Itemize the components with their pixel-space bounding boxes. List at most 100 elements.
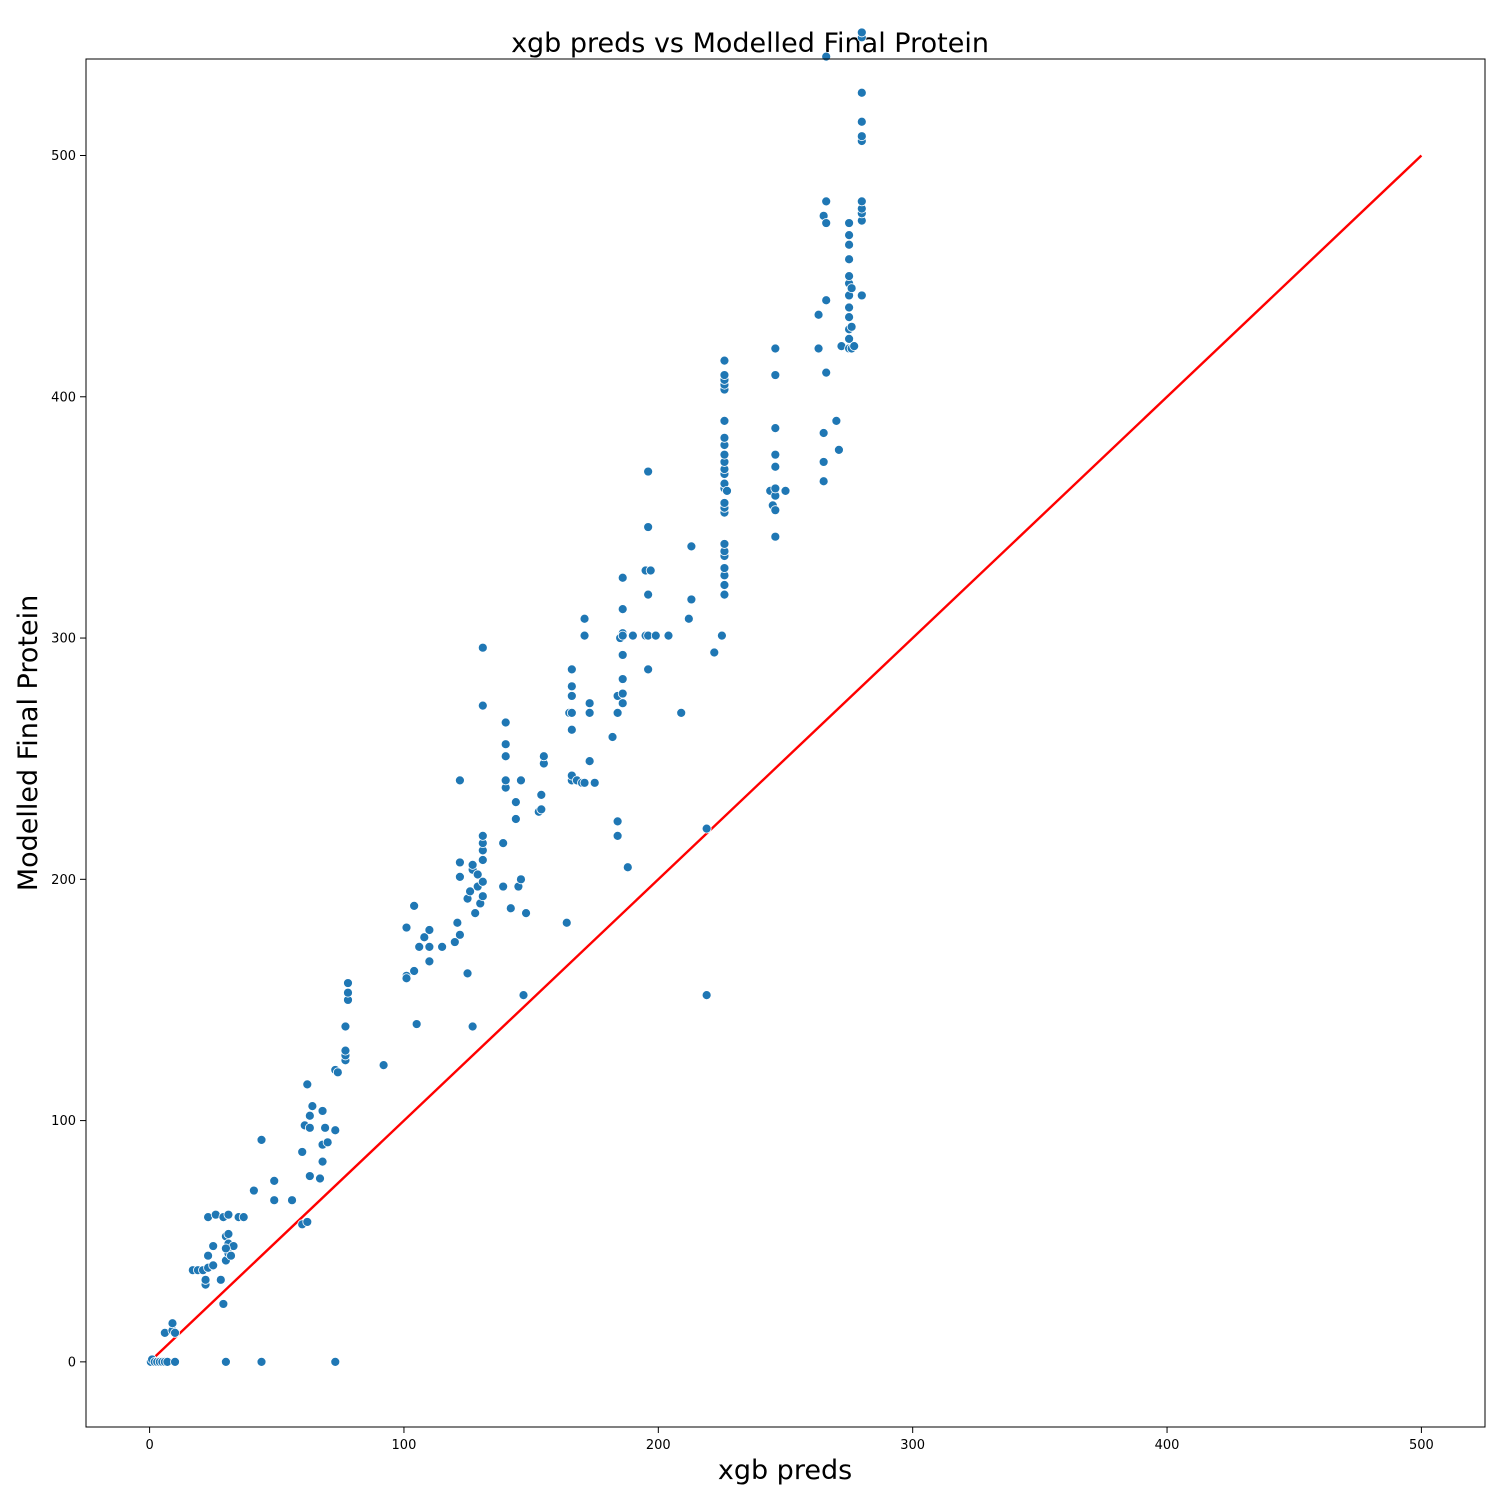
points-layer	[145, 27, 867, 1367]
scatter-point	[200, 1274, 211, 1285]
scatter-point	[846, 283, 857, 294]
scatter-point	[208, 1260, 219, 1271]
scatter-point	[477, 855, 488, 865]
scatter-point	[719, 539, 730, 549]
y-axis-label: Modelled Final Protein	[13, 595, 44, 891]
scatter-point	[322, 1137, 333, 1148]
scatter-point	[818, 476, 829, 487]
scatter-point	[719, 432, 730, 443]
x-tick-label: 300	[900, 1438, 925, 1453]
scatter-point	[505, 903, 516, 914]
scatter-point	[536, 789, 547, 800]
x-tick-label: 200	[646, 1438, 671, 1453]
scatter-point	[612, 816, 623, 827]
scatter-point	[643, 664, 654, 675]
scatter-point	[683, 613, 694, 624]
plot-frame	[85, 58, 1486, 1428]
scatter-point	[818, 428, 829, 438]
scatter-point	[770, 449, 781, 460]
scatter-point	[455, 929, 465, 940]
scatter-point	[612, 707, 623, 718]
scatter-point	[643, 522, 654, 532]
chart-title: xgb preds vs Modelled Final Protein	[511, 28, 989, 59]
scatter-point	[518, 990, 529, 1001]
scatter-point	[437, 941, 448, 952]
scatter-point	[409, 966, 420, 976]
scatter-point	[856, 87, 867, 98]
scatter-point	[719, 589, 730, 600]
scatter-point	[411, 1019, 422, 1029]
scatter-point	[256, 1134, 267, 1145]
y-tick-label: 0	[68, 1355, 76, 1370]
scatter-point	[650, 630, 661, 641]
scatter-point	[701, 823, 712, 834]
scatter-point	[770, 423, 781, 434]
scatter-point	[223, 1209, 234, 1220]
scatter-point	[340, 1021, 351, 1032]
scatter-point	[455, 775, 465, 786]
x-tick-label: 0	[145, 1438, 153, 1453]
x-tick-label: 100	[392, 1438, 417, 1453]
scatter-point	[307, 1101, 318, 1112]
y-tick-label: 300	[51, 632, 76, 647]
scatter-point	[320, 1122, 331, 1133]
scatter-point	[340, 1045, 351, 1056]
scatter-point	[510, 814, 521, 824]
scatter-point	[844, 302, 854, 313]
scatter-point	[834, 444, 844, 455]
scatter-point	[821, 295, 832, 306]
scatter-point	[719, 498, 730, 508]
scatter-point	[304, 1110, 315, 1121]
scatter-point	[302, 1217, 313, 1227]
scatter-point	[414, 941, 425, 952]
scatter-point	[343, 987, 353, 998]
scatter-point	[238, 1212, 249, 1222]
scatter-point	[378, 1060, 389, 1070]
scatter-point	[663, 630, 674, 641]
scatter-point	[170, 1356, 180, 1367]
scatter-point	[498, 838, 509, 849]
scatter-point	[297, 1147, 308, 1157]
scatter-point	[584, 698, 595, 709]
scatter-point	[719, 563, 730, 573]
scatter-point	[419, 932, 430, 943]
scatter-point	[856, 290, 867, 301]
scatter-point	[467, 1021, 478, 1032]
scatter-point	[455, 857, 465, 868]
scatter-point	[566, 707, 577, 718]
scatter-point	[719, 449, 730, 460]
scatter-point	[343, 978, 353, 988]
scatter-point	[607, 732, 618, 742]
scatter-point	[521, 908, 531, 918]
scatter-point	[780, 485, 791, 496]
scatter-point	[821, 51, 832, 62]
scatter-point	[500, 775, 511, 786]
scatter-point	[579, 630, 590, 641]
scatter-point	[818, 457, 829, 467]
scatter-point	[304, 1122, 315, 1133]
scatter-point	[686, 541, 697, 552]
scatter-point	[566, 691, 577, 701]
scatter-point	[617, 650, 628, 660]
scatter-point	[645, 565, 656, 576]
ticks-layer: 0 100 200 300 400 500 0 100 200 300 400 500	[51, 149, 1434, 1453]
scatter-point	[770, 483, 781, 494]
scatter-point	[844, 239, 854, 250]
scatter-point	[584, 756, 595, 766]
scatter-point	[455, 872, 465, 882]
scatter-point	[643, 589, 654, 600]
scatter-point	[643, 466, 654, 477]
scatter-point	[220, 1243, 231, 1254]
y-tick-label: 400	[51, 390, 76, 405]
x-tick-label: 400	[1155, 1438, 1180, 1453]
scatter-point	[719, 370, 730, 380]
scatter-point	[856, 116, 867, 127]
x-axis-label: xgb preds	[718, 1455, 852, 1486]
scatter-point	[821, 196, 832, 207]
scatter-point	[617, 688, 628, 699]
scatter-point	[452, 917, 463, 928]
scatter-point	[770, 461, 781, 472]
scatter-point	[477, 830, 488, 841]
scatter-point	[330, 1356, 341, 1367]
